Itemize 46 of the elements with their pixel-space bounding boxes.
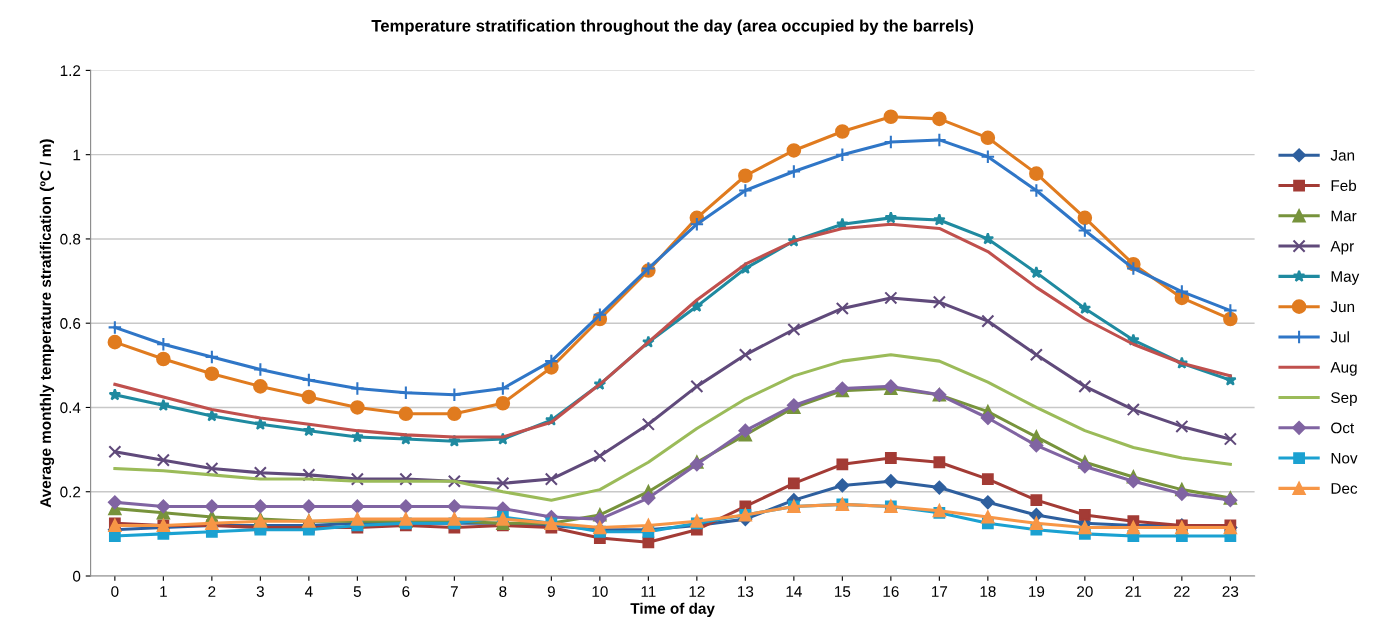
y-tick-label: 0.4 bbox=[60, 402, 81, 414]
x-tick-label: 5 bbox=[353, 586, 361, 597]
x-tick-label: 0 bbox=[111, 586, 119, 597]
x-tick-label: 8 bbox=[499, 586, 507, 597]
y-tick-label: 1 bbox=[73, 149, 81, 161]
x-tick-label: 1 bbox=[160, 586, 167, 597]
x-tick-label: 15 bbox=[835, 586, 851, 597]
x-tick-label: 16 bbox=[883, 586, 899, 597]
y-axis-title: Average monthly temperature stratification (ºC / m) bbox=[39, 139, 55, 508]
x-tick-label: 13 bbox=[738, 586, 754, 597]
y-tick-label: 1.2 bbox=[60, 65, 81, 76]
legend-label: Mar bbox=[1331, 210, 1357, 222]
legend-label: May bbox=[1331, 271, 1360, 285]
legend-label: Oct bbox=[1331, 422, 1355, 434]
legend-label: Jan bbox=[1330, 150, 1355, 161]
y-tick-label: 0.8 bbox=[60, 233, 81, 245]
x-axis-title: Time of day bbox=[630, 602, 715, 617]
x-tick-label: 14 bbox=[786, 586, 802, 597]
x-tick-label: 21 bbox=[1125, 586, 1142, 597]
x-tick-label: 6 bbox=[402, 586, 410, 597]
y-tick-label: 0.6 bbox=[60, 318, 81, 329]
legend-label: Dec bbox=[1331, 483, 1358, 494]
x-tick-label: 22 bbox=[1174, 586, 1190, 597]
x-tick-label: 3 bbox=[256, 586, 264, 597]
legend-label: Nov bbox=[1331, 452, 1358, 464]
chart-title: Temperature stratification throughout the day (area occupied by the barrels) bbox=[371, 19, 974, 36]
x-tick-label: 9 bbox=[547, 586, 555, 597]
legend-label: Jul bbox=[1330, 331, 1349, 343]
legend-label: Apr bbox=[1330, 240, 1354, 255]
x-tick-label: 10 bbox=[592, 586, 608, 597]
x-tick-label: 23 bbox=[1222, 586, 1239, 597]
x-tick-label: 7 bbox=[450, 586, 458, 597]
x-tick-label: 17 bbox=[932, 586, 948, 597]
x-tick-label: 4 bbox=[304, 586, 313, 597]
y-tick-label: 0.2 bbox=[60, 486, 81, 498]
x-tick-label: 12 bbox=[689, 586, 705, 597]
x-tick-label: 20 bbox=[1077, 586, 1093, 597]
legend-label: Feb bbox=[1331, 179, 1357, 192]
legend-label: Jun bbox=[1330, 301, 1355, 313]
legend-label: Aug bbox=[1330, 362, 1357, 376]
y-tick-label: 0 bbox=[72, 570, 81, 582]
x-tick-label: 18 bbox=[980, 586, 996, 597]
x-tick-label: 19 bbox=[1029, 586, 1045, 597]
legend-label: Sep bbox=[1331, 392, 1357, 407]
x-tick-label: 11 bbox=[641, 586, 656, 597]
x-tick-label: 2 bbox=[208, 586, 216, 597]
